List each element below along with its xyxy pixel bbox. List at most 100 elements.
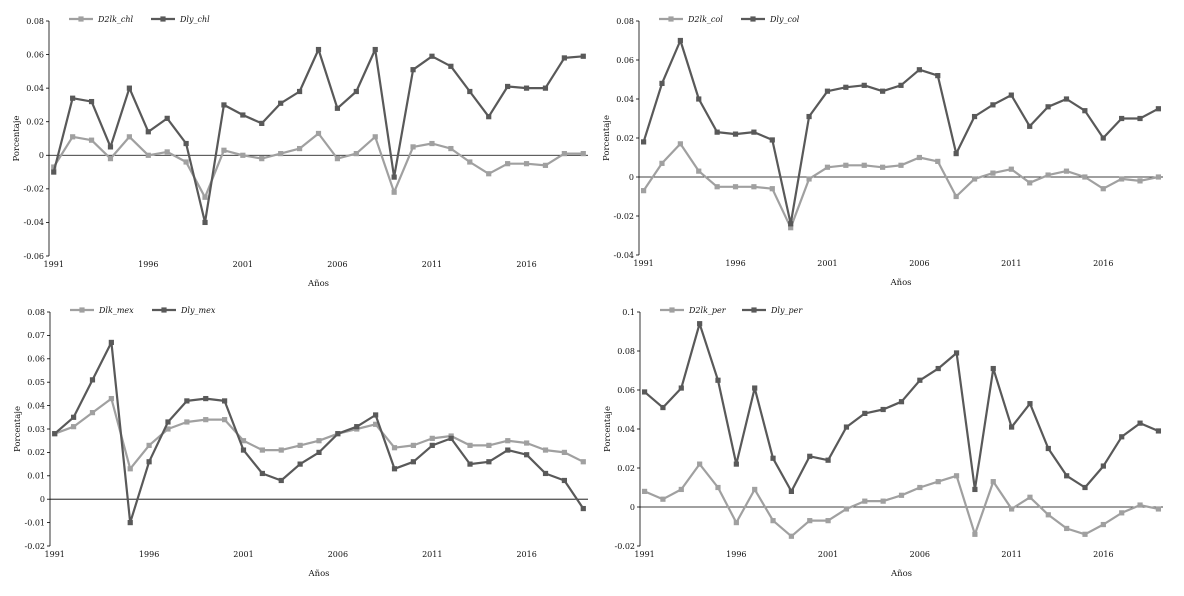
legend-swatch-marker	[668, 16, 674, 22]
data-point	[183, 140, 189, 147]
data-point	[935, 73, 941, 79]
series-line-D2lk_per	[644, 463, 1159, 538]
data-point	[715, 484, 721, 491]
x-tick-label: 1991	[633, 259, 653, 268]
y-tick-label: 0	[39, 151, 44, 160]
data-point	[824, 88, 831, 94]
data-point	[335, 431, 341, 437]
data-point	[641, 488, 648, 494]
data-point	[372, 46, 378, 53]
data-point	[164, 149, 170, 155]
series-line-Dly_mex	[53, 341, 585, 524]
data-point	[221, 102, 227, 108]
data-point	[1027, 123, 1033, 129]
panel-mexico: -0.02 -0.01 0 0.01 0.02 0.03 0.04 0.05 0.06 0.07 0…	[13, 306, 588, 579]
data-point	[751, 184, 757, 190]
data-point	[898, 399, 905, 405]
data-point	[641, 389, 648, 395]
data-point	[953, 473, 960, 479]
data-point	[316, 449, 322, 455]
legend-swatch-marker	[161, 307, 167, 313]
y-tick-label: 0.08	[617, 347, 635, 356]
data-point	[542, 470, 549, 477]
data-point	[935, 479, 941, 485]
y-tick-label: -0.04	[613, 251, 634, 260]
data-point	[696, 96, 702, 102]
data-point	[971, 176, 978, 182]
x-tick-label: 1991	[44, 260, 64, 269]
x-tick-label: 2011	[422, 260, 442, 269]
data-point	[467, 88, 473, 95]
x-tick-label: 1996	[726, 550, 746, 559]
data-point	[184, 398, 190, 404]
x-axis-title: Años	[307, 569, 329, 579]
data-point	[89, 377, 96, 383]
data-point	[315, 130, 322, 137]
data-point	[1119, 176, 1125, 182]
data-point	[108, 395, 114, 402]
data-point	[297, 461, 303, 467]
data-point	[751, 129, 757, 135]
data-point	[880, 164, 886, 170]
data-point	[696, 168, 702, 174]
data-point	[391, 174, 397, 180]
data-point	[70, 134, 76, 140]
data-point	[1045, 172, 1051, 178]
data-point	[990, 479, 996, 485]
data-point	[732, 131, 739, 137]
data-point	[259, 470, 265, 477]
panel-peru: -0.02 0 0.02 0.04 0.06 0.08 0.1 1991 1996 2001 200…	[603, 306, 1163, 579]
legend-swatch-marker	[78, 16, 84, 22]
data-point	[296, 145, 303, 152]
data-point	[183, 159, 189, 165]
y-axis-title: Porcentaje	[603, 406, 613, 452]
y-tick-label: -0.02	[614, 542, 635, 551]
data-point	[524, 452, 530, 458]
data-point	[1064, 525, 1070, 532]
data-point	[697, 321, 703, 327]
data-point	[843, 162, 849, 168]
data-point	[52, 431, 58, 437]
y-tick-label: 0.04	[616, 95, 634, 104]
y-tick-label: -0.02	[23, 185, 44, 194]
data-point	[429, 442, 435, 448]
data-point	[580, 459, 586, 465]
y-tick-label: 0.04	[26, 84, 44, 93]
data-point	[917, 377, 923, 383]
data-point	[486, 114, 492, 120]
y-tick-label: 0	[40, 495, 45, 504]
y-tick-label: 0.06	[27, 355, 45, 364]
data-point	[677, 141, 683, 147]
data-point	[127, 466, 133, 472]
data-point	[843, 84, 849, 90]
data-point	[429, 53, 435, 59]
y-tick-label: 0.04	[27, 401, 45, 410]
data-point	[898, 82, 904, 88]
data-point	[825, 457, 831, 463]
data-point	[51, 169, 57, 175]
data-point	[561, 449, 568, 455]
data-point	[1064, 473, 1070, 479]
data-point	[843, 506, 850, 512]
data-point	[51, 164, 57, 170]
data-point	[788, 225, 794, 231]
y-tick-label: 0.01	[27, 472, 45, 481]
data-point	[1155, 174, 1162, 180]
data-point	[861, 162, 867, 168]
data-point	[240, 438, 247, 444]
data-point	[580, 505, 586, 512]
legend-label: D2lk_col	[687, 15, 723, 24]
data-point	[315, 46, 322, 53]
data-point	[916, 154, 922, 161]
data-point	[523, 85, 530, 91]
data-point	[1027, 494, 1033, 500]
data-point	[146, 442, 152, 448]
x-tick-label: 2011	[422, 550, 442, 559]
data-point	[733, 461, 739, 467]
data-point	[429, 435, 435, 441]
y-axis-title: Porcentaje	[13, 406, 23, 452]
x-tick-label: 1991	[45, 550, 65, 559]
data-point	[448, 145, 454, 152]
legend-label: Dly_chl	[179, 15, 210, 24]
data-point	[1009, 506, 1015, 512]
